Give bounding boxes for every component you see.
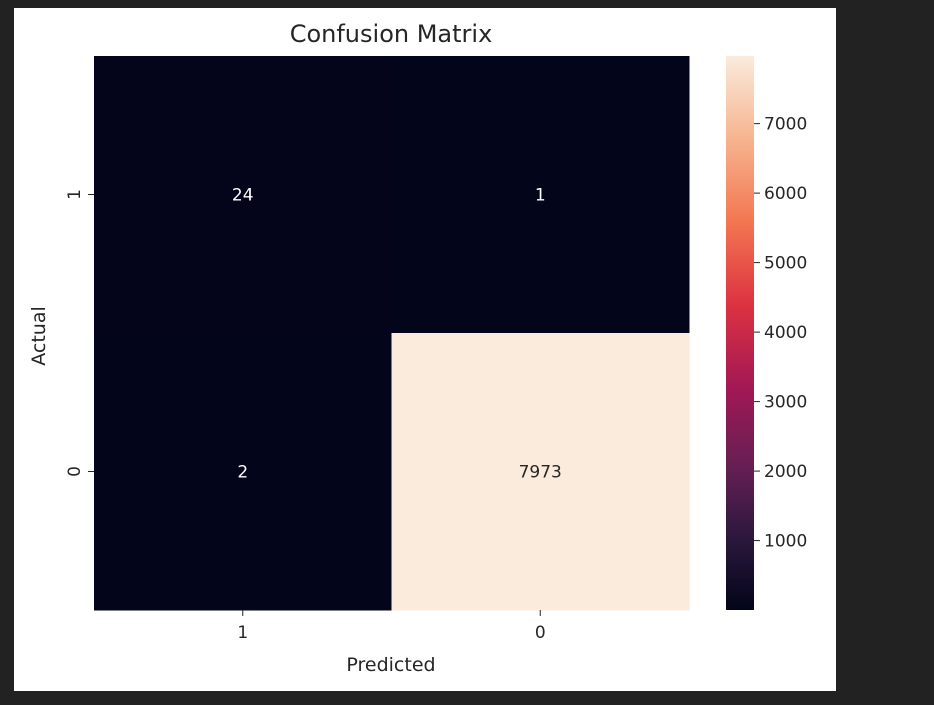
colorbar-tick-label: 1000 — [764, 532, 807, 552]
y-tick-label: 1 — [65, 189, 85, 200]
heatmap-cell — [94, 333, 392, 611]
colorbar-tick-label: 5000 — [764, 254, 807, 274]
cell-value-label: 7973 — [519, 463, 562, 483]
colorbar-tick-label: 7000 — [764, 115, 807, 135]
heatmap-cells: 24 1 2 7973 — [94, 56, 690, 611]
x-axis-label: Predicted — [346, 654, 435, 676]
heatmap-cell — [391, 333, 690, 611]
cell-value-label: 2 — [237, 463, 248, 483]
x-tick-label: 0 — [535, 623, 546, 643]
heatmap-cell — [94, 56, 392, 334]
colorbar-ticks: 1000 2000 3000 4000 5000 6000 7000 — [754, 115, 807, 552]
cell-value-label: 24 — [232, 186, 254, 206]
cell-value-label: 1 — [535, 186, 546, 206]
x-tick-label: 1 — [237, 623, 248, 643]
y-axis-label: Actual — [28, 306, 50, 366]
heatmap-cell — [391, 56, 690, 334]
y-axis-ticks: 10 — [65, 189, 94, 477]
colorbar-tick-label: 2000 — [764, 462, 807, 482]
chart-title: Confusion Matrix — [290, 20, 493, 48]
colorbar-tick-label: 4000 — [764, 323, 807, 343]
colorbar-tick-label: 3000 — [764, 393, 807, 413]
colorbar — [726, 56, 754, 610]
y-tick-label: 0 — [65, 466, 85, 477]
colorbar-tick-label: 6000 — [764, 184, 807, 204]
